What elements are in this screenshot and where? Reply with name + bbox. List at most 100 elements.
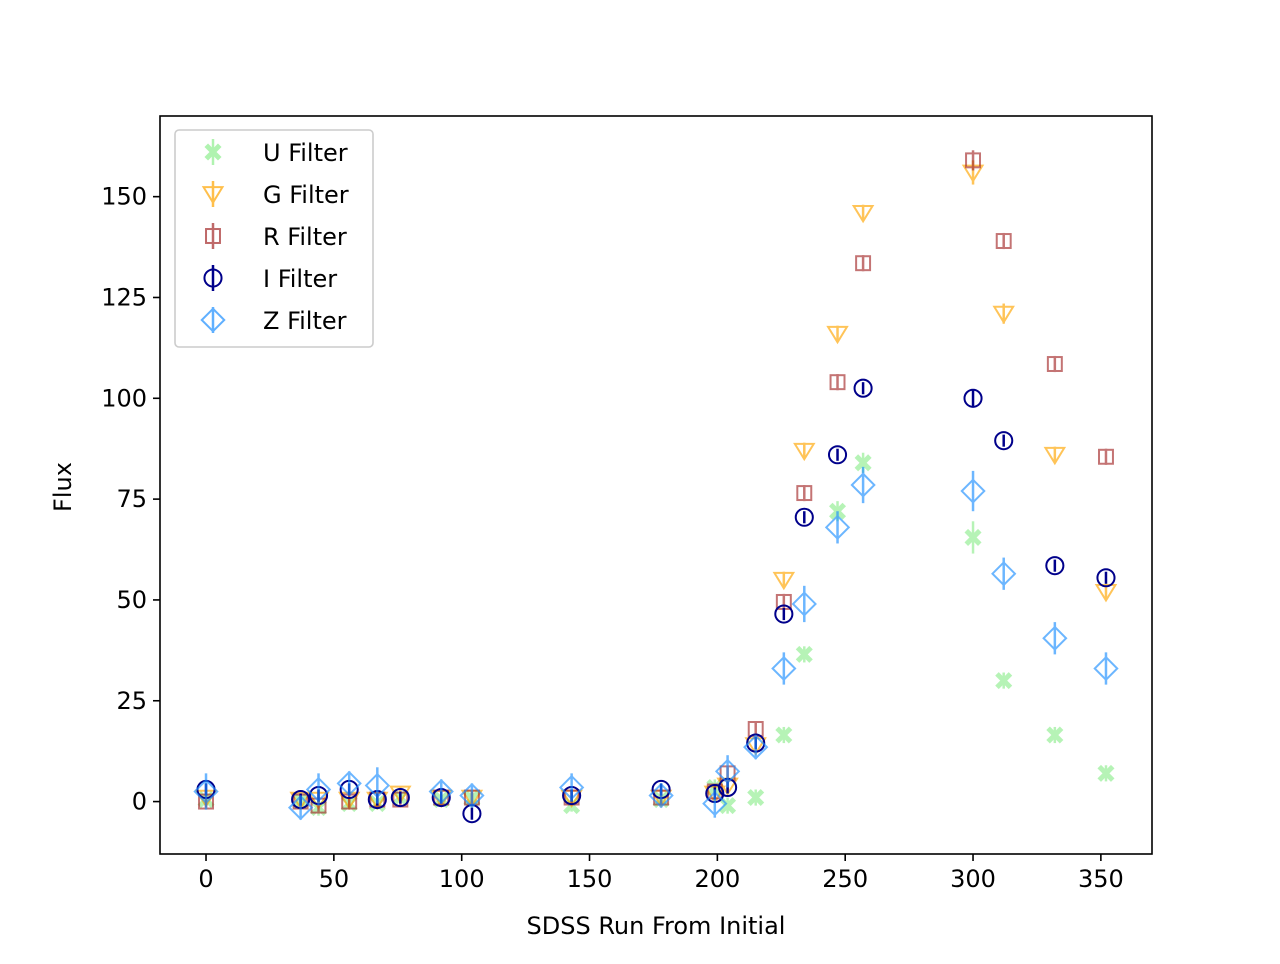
- data-point: [648, 782, 674, 809]
- y-tick-label: 150: [101, 183, 147, 211]
- data-point: [992, 303, 1015, 325]
- x-marker: [747, 789, 765, 807]
- triangle-marker: [851, 204, 875, 224]
- diamond-marker: [287, 794, 314, 821]
- legend-label: I Filter: [263, 265, 337, 293]
- legend-marker: [200, 307, 226, 333]
- y-tick-label: 0: [132, 788, 147, 816]
- data-point: [795, 645, 813, 663]
- legend-label: U Filter: [263, 139, 348, 167]
- data-point: [305, 773, 332, 806]
- diamond-marker: [558, 774, 585, 801]
- diamond-marker: [702, 790, 728, 817]
- data-point: [829, 374, 846, 391]
- y-tick-label: 50: [116, 586, 147, 614]
- data-point: [991, 557, 1017, 590]
- x-axis-label: SDSS Run From Initial: [527, 912, 786, 940]
- data-point: [364, 767, 390, 804]
- triangle-marker: [826, 325, 849, 345]
- data-point: [827, 445, 848, 465]
- x-marker: [854, 454, 872, 472]
- data-point: [963, 388, 983, 408]
- data-point: [826, 325, 849, 345]
- x-tick-label: 200: [694, 865, 740, 893]
- y-tick-label: 75: [116, 485, 147, 513]
- legend-label: G Filter: [263, 181, 349, 209]
- data-point: [791, 585, 817, 623]
- x-marker: [795, 645, 813, 663]
- square-marker: [829, 374, 846, 391]
- square-marker: [205, 228, 221, 244]
- square-marker: [796, 485, 813, 502]
- x-marker: [1097, 764, 1115, 782]
- data-point: [287, 794, 314, 821]
- square-marker: [1098, 448, 1114, 465]
- square-marker: [1046, 356, 1063, 372]
- data-point: [774, 604, 794, 624]
- data-point: [1046, 726, 1064, 744]
- data-point: [747, 789, 765, 807]
- legend-label: Z Filter: [263, 307, 347, 335]
- legend-marker: [201, 181, 225, 207]
- diamond-marker: [336, 770, 362, 797]
- diamond-marker: [1042, 625, 1068, 651]
- circle-marker: [994, 431, 1014, 451]
- circle-marker: [853, 378, 873, 398]
- x-marker: [829, 502, 847, 520]
- circle-marker: [203, 268, 223, 288]
- data-point: [702, 789, 728, 818]
- diamond-marker: [824, 514, 851, 541]
- data-point: [336, 770, 362, 797]
- data-point: [772, 571, 796, 591]
- x-tick-label: 150: [567, 865, 613, 893]
- y-tick-label: 100: [101, 384, 147, 412]
- diamond-marker: [648, 782, 674, 809]
- data-point: [850, 466, 876, 504]
- diamond-marker: [428, 778, 454, 805]
- x-tick-label: 50: [319, 865, 350, 893]
- legend: U Filter G Filter R Filter I Filter Z Filter: [174, 129, 374, 348]
- data-point: [964, 521, 982, 554]
- diamond-marker: [305, 776, 332, 803]
- y-axis-ticks: 0 25 50 75 100 125 150: [101, 183, 160, 816]
- y-tick-label: 25: [116, 687, 147, 715]
- data-point: [390, 787, 410, 808]
- circle-marker: [774, 604, 794, 624]
- square-marker: [965, 152, 982, 169]
- data-point: [824, 511, 851, 544]
- data-point: [965, 150, 982, 171]
- diamond-marker: [991, 561, 1017, 587]
- x-tick-label: 350: [1078, 865, 1124, 893]
- legend-marker: [204, 139, 222, 165]
- x-tick-label: 300: [950, 865, 996, 893]
- x-marker: [964, 528, 982, 546]
- data-point: [459, 782, 485, 809]
- data-point: [558, 773, 585, 802]
- data-point: [1046, 355, 1063, 373]
- triangle-marker: [389, 785, 412, 804]
- data-point: [714, 755, 741, 788]
- data-point: [851, 204, 875, 224]
- series-z-filter: [193, 466, 1119, 821]
- data-point: [771, 652, 797, 685]
- data-point: [1042, 622, 1068, 655]
- x-marker: [204, 143, 222, 161]
- data-point: [1045, 556, 1065, 576]
- circle-marker: [963, 388, 983, 408]
- circle-marker: [827, 445, 848, 465]
- data-point: [1098, 448, 1114, 465]
- data-point: [1097, 764, 1115, 782]
- diamond-marker: [1093, 655, 1119, 682]
- data-point: [793, 442, 816, 462]
- diamond-marker: [714, 758, 741, 784]
- data-point: [995, 672, 1013, 690]
- x-axis-ticks: 0 50 100 150 200 250 300 350: [198, 854, 1124, 893]
- data-point: [1096, 568, 1116, 588]
- diamond-marker: [743, 734, 769, 760]
- data-point: [193, 773, 219, 810]
- legend-box: [174, 129, 374, 348]
- data-point: [853, 378, 873, 398]
- data-point: [994, 431, 1014, 451]
- circle-marker: [794, 507, 814, 527]
